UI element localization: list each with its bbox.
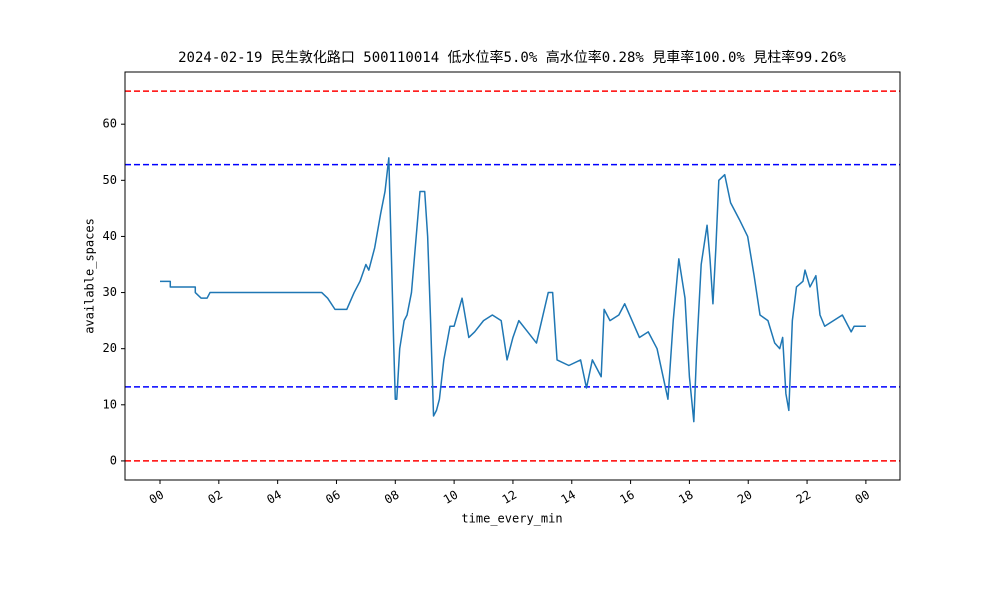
y-tick-label: 30 (103, 285, 117, 299)
y-tick-label: 20 (103, 341, 117, 355)
x-tick-label: 02 (206, 488, 226, 507)
x-tick-label: 22 (794, 488, 814, 507)
y-tick-label: 50 (103, 173, 117, 187)
x-tick-label: 16 (617, 488, 637, 507)
y-axis-label: available_spaces (83, 218, 97, 334)
y-tick-label: 60 (103, 117, 117, 131)
x-tick-label: 20 (735, 488, 755, 507)
x-tick-label: 14 (558, 488, 578, 507)
y-tick-label: 0 (110, 453, 117, 467)
x-tick-label: 00 (147, 488, 167, 507)
x-tick-label: 10 (441, 488, 461, 507)
x-tick-label: 00 (853, 488, 873, 507)
x-axis-label: time_every_min (461, 512, 562, 526)
y-tick-label: 10 (103, 397, 117, 411)
x-tick-label: 12 (500, 488, 520, 507)
chart-title: 2024-02-19 民生敦化路口 500110014 低水位率5.0% 高水位… (178, 49, 846, 66)
x-tick-label: 06 (323, 488, 343, 507)
x-tick-label: 04 (264, 488, 284, 507)
plot-frame (124, 71, 901, 481)
x-tick-label: 08 (382, 488, 402, 507)
x-tick-label: 18 (676, 488, 696, 507)
data-line (160, 157, 866, 423)
y-tick-label: 40 (103, 229, 117, 243)
